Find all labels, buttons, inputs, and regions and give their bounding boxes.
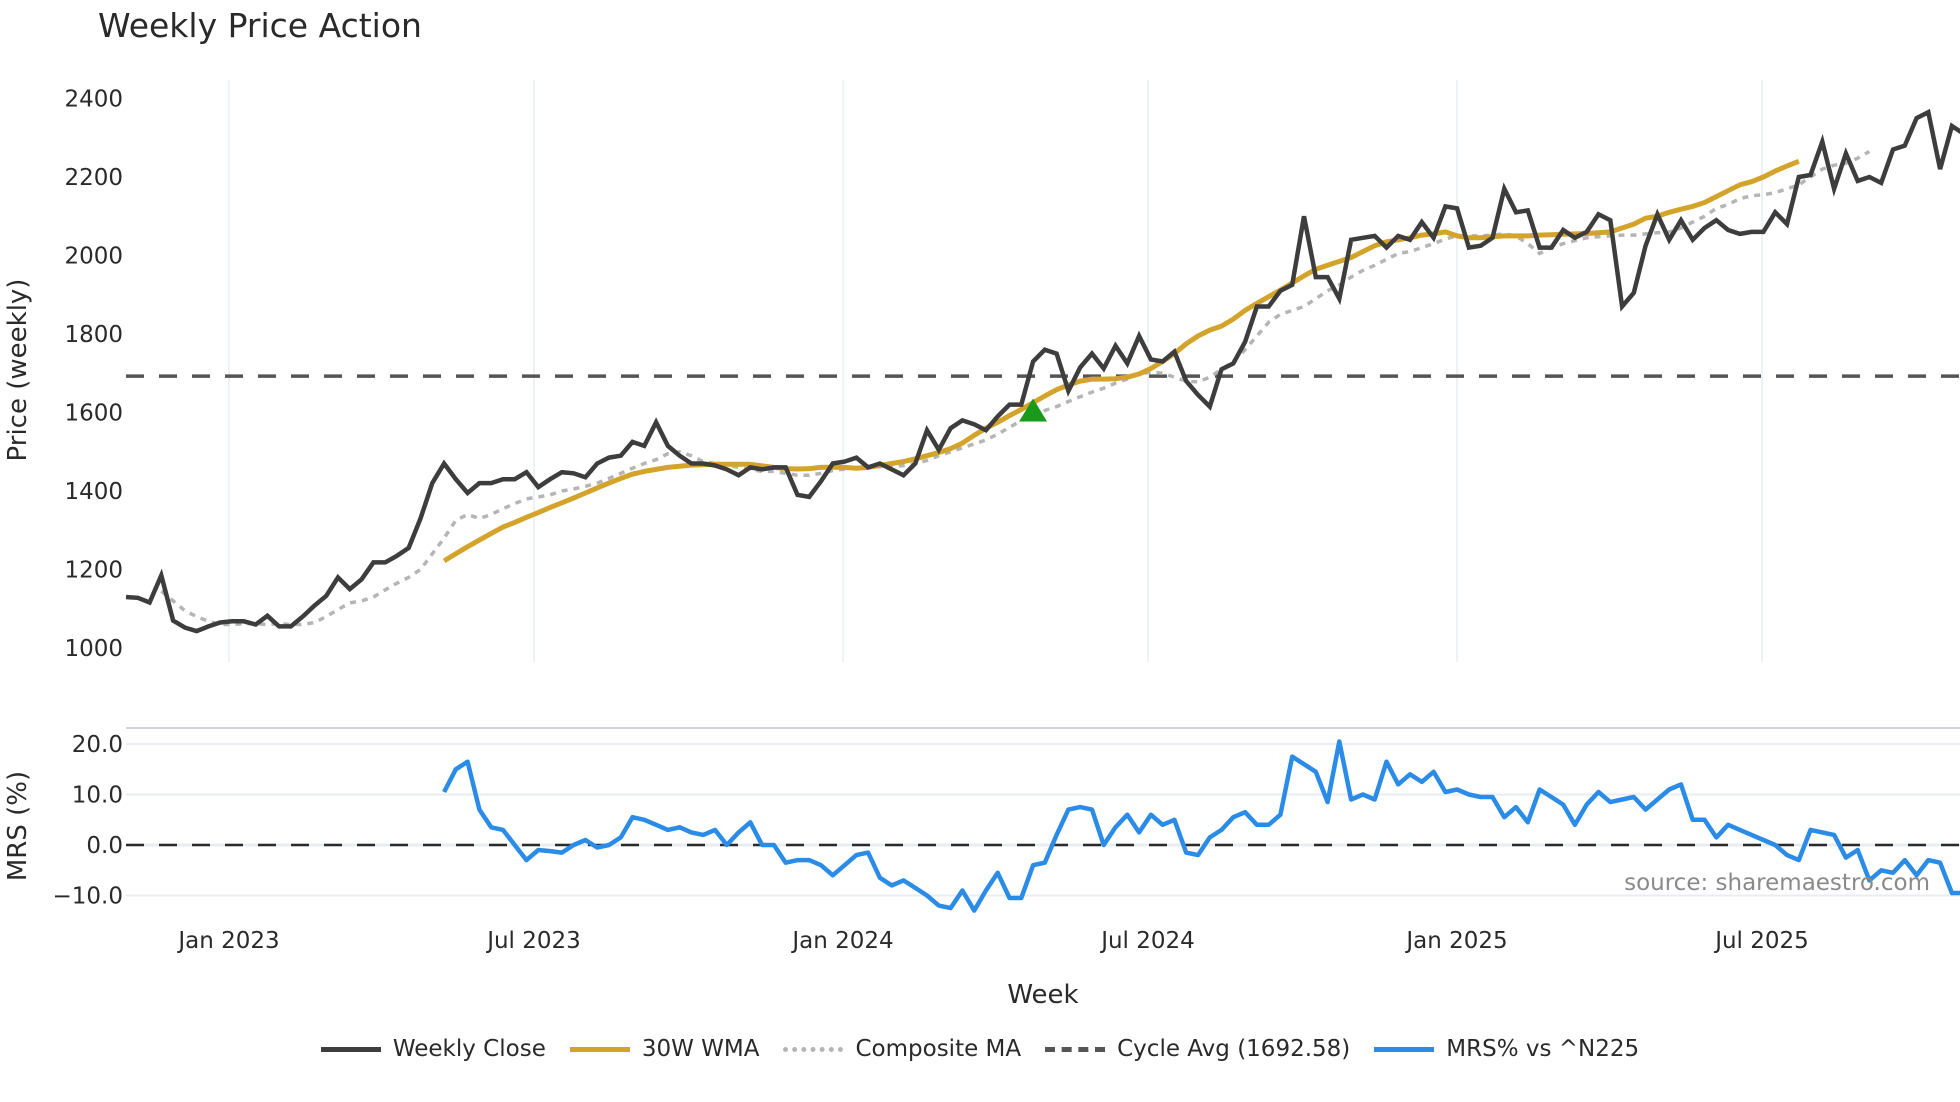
mrs-tick: 0.0 (86, 833, 123, 859)
legend-swatch-icon (1045, 1046, 1106, 1052)
legend-swatch-icon (783, 1046, 844, 1052)
legend-swatch-icon (569, 1046, 630, 1052)
x-tick: Jul 2025 (1713, 928, 1809, 954)
mrs-axis-label: MRS (%) (3, 771, 33, 881)
weekly-close-line (125, 108, 1960, 634)
series-lines (125, 108, 1960, 913)
price-tick: 1400 (64, 479, 123, 505)
legend-item[interactable]: Cycle Avg (1692.58) (1045, 1036, 1350, 1062)
legend-item[interactable]: MRS% vs ^N225 (1374, 1036, 1639, 1062)
price-tick: 1000 (64, 636, 123, 662)
legend-label: MRS% vs ^N225 (1446, 1036, 1640, 1062)
legend: Weekly Close 30W WMA Composite MA Cycle Avg… (0, 1036, 1960, 1062)
legend-swatch-icon (1374, 1046, 1435, 1052)
price-tick: 1200 (64, 558, 123, 584)
x-tick: Jan 2024 (790, 928, 893, 954)
legend-label: Composite MA (855, 1036, 1022, 1062)
mrs-tick: −10.0 (53, 884, 123, 910)
price-axis-label: Price (weekly) (3, 279, 33, 462)
x-axis-ticks: Jan 2023 Jul 2023 Jan 2024 Jul 2024 Jan 2025… (176, 928, 1808, 954)
legend-item[interactable]: Composite MA (783, 1036, 1021, 1062)
x-tick: Jan 2025 (1404, 928, 1507, 954)
signal-triangle-icon (1019, 398, 1048, 422)
price-tick: 2200 (64, 165, 123, 191)
x-tick: Jan 2023 (176, 928, 279, 954)
legend-item[interactable]: 30W WMA (569, 1036, 760, 1062)
x-tick: Jul 2023 (485, 928, 581, 954)
legend-swatch-icon (320, 1046, 381, 1052)
source-watermark: source: sharemaestro.com (1624, 870, 1930, 896)
price-tick: 1800 (64, 322, 123, 348)
gridlines (126, 80, 1960, 897)
legend-label: Weekly Close (392, 1036, 546, 1062)
price-tick: 1600 (64, 401, 123, 427)
mrs-line (442, 739, 1960, 913)
price-tick: 2400 (64, 87, 123, 113)
x-axis-label: Week (1007, 980, 1078, 1010)
mrs-tick: 10.0 (72, 783, 123, 809)
mrs-axis-ticks: −10.0 0.0 10.0 20.0 (53, 732, 123, 910)
legend-label: Cycle Avg (1692.58) (1117, 1036, 1351, 1062)
price-tick: 2000 (64, 244, 123, 270)
composite-ma-line (160, 149, 1871, 627)
legend-item[interactable]: Weekly Close (320, 1036, 546, 1062)
legend-label: 30W WMA (641, 1036, 760, 1062)
mrs-tick: 20.0 (72, 732, 123, 758)
price-axis-ticks: 1000 1200 1400 1600 1800 2000 2200 2400 (64, 87, 123, 663)
x-tick: Jul 2024 (1099, 928, 1195, 954)
chart-title: Weekly Price Action (98, 6, 422, 45)
